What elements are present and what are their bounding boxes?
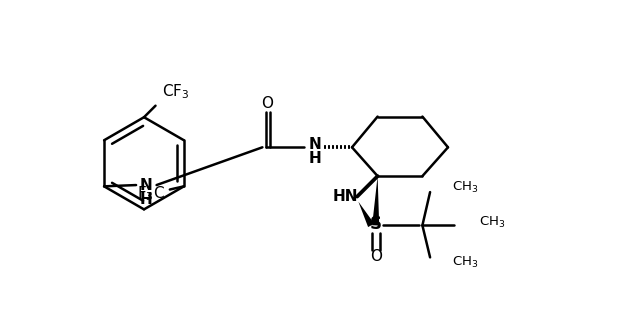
Text: N: N	[308, 137, 321, 152]
Text: CH$_3$: CH$_3$	[452, 179, 479, 194]
Polygon shape	[358, 202, 374, 227]
Text: F$_3$C: F$_3$C	[137, 185, 164, 203]
Text: H: H	[140, 191, 153, 207]
Text: S: S	[370, 215, 381, 233]
Polygon shape	[372, 176, 379, 225]
Text: H: H	[308, 151, 321, 166]
Text: HN: HN	[333, 189, 358, 204]
Text: CH$_3$: CH$_3$	[452, 255, 479, 270]
Text: O: O	[370, 249, 381, 264]
Text: CH$_3$: CH$_3$	[479, 215, 505, 230]
Text: CF$_3$: CF$_3$	[162, 83, 189, 101]
Text: O: O	[261, 96, 273, 111]
Text: N: N	[140, 177, 153, 192]
